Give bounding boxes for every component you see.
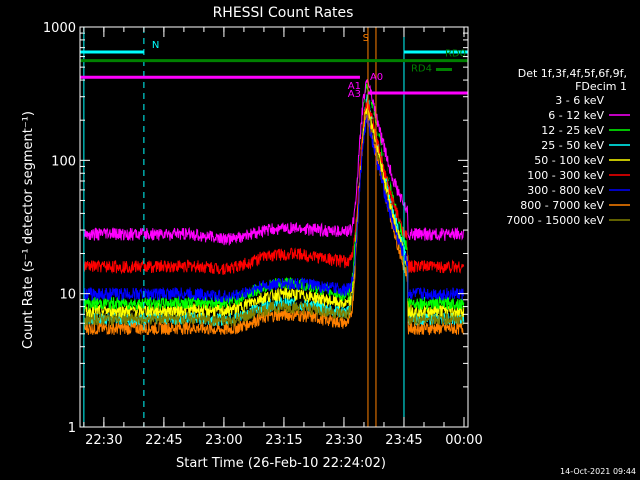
chart-title: RHESSI Count Rates: [213, 5, 354, 21]
x-tick-label: 23:45: [385, 433, 422, 448]
x-tick-label: 22:45: [145, 433, 182, 448]
annotation-bar-label: RD4: [411, 64, 432, 75]
legend-entry: 6 - 12 keV: [548, 109, 604, 122]
marker-label: A0: [370, 72, 383, 83]
legend: Det 1f,3f,4f,5f,6f,9f,FDecim 13 - 6 keV 6…: [506, 67, 630, 227]
footer-timestamp: 14-Oct-2021 09:44: [560, 467, 636, 476]
y-tick-label: 1: [68, 421, 76, 436]
x-tick-label: 23:00: [205, 433, 242, 448]
y-axis-label: Count Rate (s⁻¹ detector segment⁻¹): [21, 111, 36, 349]
marker-label: S: [363, 33, 369, 44]
axis-layer: 22:30 22:45 23:00 23:15 23:30 23:45 00:00 1 10 10…: [43, 21, 483, 448]
series-line: [83, 109, 465, 336]
y-tick-label: 100: [51, 154, 76, 169]
series-line: [83, 115, 465, 303]
legend-entry: 800 - 7000 keV: [520, 199, 604, 212]
marker-label: A3: [348, 89, 361, 100]
x-axis-label: Start Time (26-Feb-10 22:24:02): [176, 456, 386, 471]
series-line: [83, 79, 465, 246]
annotation-bar-label: RD0: [445, 49, 466, 60]
legend-entry: 25 - 50 keV: [541, 139, 604, 152]
legend-entry: 12 - 25 keV: [541, 124, 604, 137]
series-layer: [83, 79, 465, 336]
legend-header: FDecim 1: [575, 80, 627, 93]
x-tick-label: 22:30: [85, 433, 122, 448]
series-line: [83, 96, 465, 276]
legend-entry: 300 - 800 keV: [527, 184, 604, 197]
series-line: [83, 90, 465, 263]
x-tick-label: 23:15: [265, 433, 302, 448]
x-tick-label: 00:00: [445, 433, 482, 448]
annotation-bar-label: N: [152, 40, 159, 51]
y-tick-label: 1000: [43, 21, 76, 36]
y-tick-label: 10: [59, 288, 76, 303]
legend-entry: 50 - 100 keV: [534, 154, 604, 167]
marker-label: A1: [348, 81, 361, 92]
legend-entry: 7000 - 15000 keV: [506, 214, 604, 227]
legend-entry: 3 - 6 keV: [555, 94, 604, 107]
legend-entry: 100 - 300 keV: [527, 169, 604, 182]
legend-header: Det 1f,3f,4f,5f,6f,9f,: [518, 67, 627, 80]
x-tick-label: 23:30: [325, 433, 362, 448]
plot-frame: [79, 26, 469, 428]
